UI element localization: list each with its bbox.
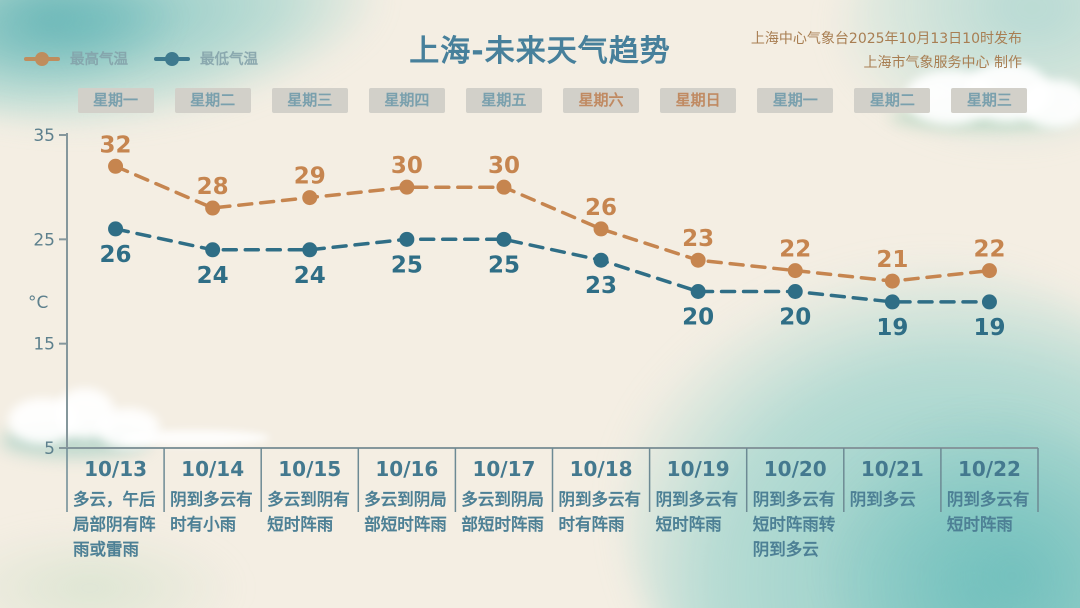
- data-label: 22: [973, 237, 1005, 263]
- data-point: [690, 284, 706, 299]
- page-title: 上海-未来天气趋势: [409, 34, 671, 69]
- data-label: 21: [876, 247, 908, 273]
- y-tick-label: 35: [33, 126, 55, 146]
- data-point: [302, 190, 318, 206]
- data-label: 25: [488, 252, 520, 278]
- data-label: 19: [876, 315, 908, 341]
- data-label: 24: [294, 263, 326, 289]
- data-point: [981, 294, 997, 310]
- data-label: 22: [779, 237, 811, 263]
- data-point: [205, 200, 221, 216]
- data-point: [108, 158, 124, 174]
- header: 最高气温 最低气温 上海-未来天气趋势 上海中心气象台2025年10月13日10…: [0, 0, 1080, 86]
- data-point: [981, 263, 997, 279]
- weekday-9: 星期二: [854, 88, 931, 113]
- weekday-row: 星期一 星期二 星期三 星期四 星期五 星期六 星期日 星期一 星期二 星期三: [0, 88, 1080, 113]
- data-point: [399, 179, 415, 195]
- weekday-2: 星期二: [174, 88, 251, 113]
- data-point: [496, 231, 512, 247]
- data-point: [690, 252, 706, 268]
- data-point: [787, 284, 803, 299]
- series-high: 32 28 29 30 30 26 23 22 21 22: [100, 132, 1005, 289]
- weekday-7: 星期日: [660, 88, 737, 113]
- data-point: [884, 294, 900, 310]
- publisher-line2: 上海市气象服务中心 制作: [863, 55, 1022, 71]
- series-line: [113, 227, 992, 304]
- weekday-1: 星期一: [77, 88, 154, 113]
- series-low: 26 24 24 25 25 23 20 20 19 19: [100, 221, 1005, 341]
- weekday-8: 星期一: [757, 88, 834, 113]
- weekday-3: 星期三: [271, 88, 348, 113]
- data-point: [593, 252, 609, 268]
- data-point: [108, 221, 124, 237]
- data-label: 30: [488, 153, 520, 179]
- data-label: 32: [100, 132, 132, 158]
- publisher-info: 上海中心气象台2025年10月13日10时发布 上海市气象服务中心 制作: [751, 27, 1022, 75]
- data-label: 20: [779, 305, 811, 331]
- data-point: [302, 242, 318, 258]
- data-label: 30: [391, 153, 423, 179]
- publisher-line1: 上海中心气象台2025年10月13日10时发布: [750, 31, 1022, 47]
- weekday-6: 星期六: [563, 88, 640, 113]
- y-axis-unit: °C: [28, 293, 48, 313]
- data-point: [884, 273, 900, 289]
- data-point: [496, 179, 512, 195]
- data-point: [787, 263, 803, 279]
- data-point: [399, 231, 415, 247]
- data-label: 20: [682, 305, 714, 331]
- data-label: 26: [100, 242, 132, 268]
- weekday-4: 星期四: [368, 88, 445, 113]
- data-label: 23: [682, 226, 714, 252]
- weekday-5: 星期五: [465, 88, 542, 113]
- y-tick-label: 15: [33, 335, 55, 355]
- data-point: [205, 242, 221, 258]
- data-label: 29: [294, 164, 326, 190]
- data-label: 28: [197, 174, 229, 200]
- data-label: 25: [391, 252, 423, 278]
- y-tick-label: 25: [33, 230, 55, 250]
- data-label: 19: [973, 315, 1005, 341]
- data-label: 23: [585, 273, 617, 299]
- weekday-10: 星期三: [951, 88, 1028, 113]
- y-tick-label: 5: [44, 439, 55, 459]
- data-point: [593, 221, 609, 237]
- series-line: [113, 164, 992, 283]
- data-label: 24: [197, 263, 229, 289]
- data-label: 26: [585, 195, 617, 221]
